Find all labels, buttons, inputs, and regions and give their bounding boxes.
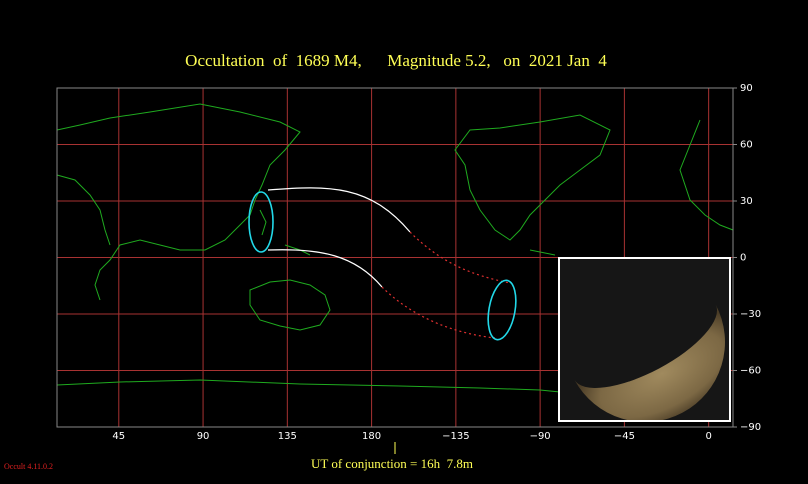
- moon-inset: [558, 257, 731, 422]
- coastline: [679, 119, 734, 231]
- x-tick-label: 90: [197, 431, 210, 442]
- x-tick-label: 135: [278, 431, 297, 442]
- moon: [574, 304, 725, 420]
- y-tick-label: −90: [740, 422, 761, 433]
- track-south: [267, 249, 383, 288]
- conjunction-time: UT of conjunction = 16h 7.8m: [311, 456, 473, 471]
- coastline: [56, 103, 301, 301]
- coastline: [529, 249, 556, 256]
- coastline: [56, 174, 111, 246]
- y-tick-label: 0: [740, 253, 746, 264]
- track-south-night: [381, 286, 496, 339]
- limit-ellipse: [248, 191, 274, 253]
- track-north-night: [409, 231, 511, 284]
- x-tick-label: −45: [614, 431, 635, 442]
- limit-ellipse: [487, 279, 517, 341]
- x-tick-label: 0: [705, 431, 711, 442]
- track-north: [267, 187, 411, 233]
- coastline: [56, 379, 561, 393]
- coastline: [454, 114, 611, 241]
- coastlines: [56, 103, 734, 393]
- y-tick-label: 90: [740, 83, 753, 94]
- x-tick-label: 45: [112, 431, 125, 442]
- y-tick-label: 60: [740, 140, 753, 151]
- y-tick-label: 30: [740, 196, 753, 207]
- x-tick-label: −135: [442, 431, 469, 442]
- x-tick-label: −90: [530, 431, 551, 442]
- y-tick-label: −60: [740, 366, 761, 377]
- coastline: [249, 279, 331, 331]
- y-tick-label: −30: [740, 309, 761, 320]
- x-tick-label: 180: [362, 431, 381, 442]
- chart-title: Occultation of 1689 M4, Magnitude 5.2, o…: [185, 51, 607, 70]
- occultation-track: [248, 187, 517, 341]
- version: Occult 4.11.0.2: [4, 462, 53, 471]
